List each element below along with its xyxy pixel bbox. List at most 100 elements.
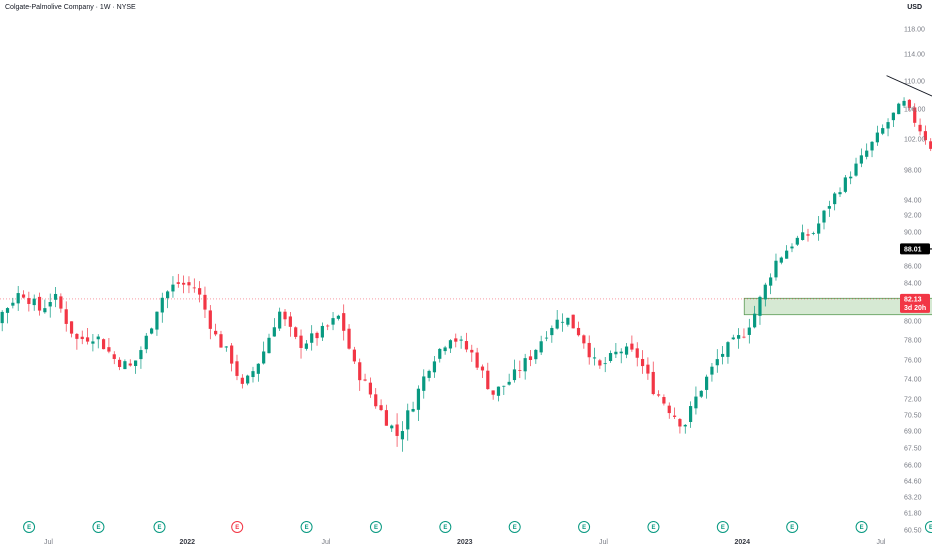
level-badge-bg [900, 243, 930, 255]
candle [849, 171, 853, 185]
candle [112, 351, 116, 365]
candle-body [182, 282, 186, 285]
candle [518, 360, 522, 379]
candle [75, 333, 79, 350]
candle [534, 348, 538, 364]
candle [192, 278, 196, 293]
candle-body [422, 376, 426, 391]
candle [342, 304, 346, 341]
candle [288, 312, 292, 337]
earnings-icon[interactable]: E [369, 521, 382, 533]
candle-body [198, 288, 202, 295]
y-tick-label: 78.00 [904, 338, 922, 345]
earnings-icon[interactable]: E [300, 521, 313, 533]
candle [512, 359, 517, 383]
candle [737, 328, 741, 349]
candle [630, 335, 634, 352]
candle-body [817, 223, 821, 234]
candle [53, 286, 58, 308]
candle-body [737, 335, 741, 339]
candle [667, 402, 671, 419]
candle-body [443, 347, 447, 352]
candle [240, 374, 244, 389]
earnings-icon[interactable]: E [786, 521, 799, 533]
candle [299, 329, 303, 359]
candle [875, 125, 879, 146]
level-badge: 88.01 [900, 243, 930, 255]
x-tick-label: 2024 [734, 539, 750, 546]
x-tick-label: Jul [877, 539, 886, 546]
candle-body [902, 100, 906, 106]
candle-body [21, 294, 26, 298]
candle-body [731, 337, 735, 340]
candle [390, 424, 394, 432]
earnings-letter: E [443, 525, 447, 531]
candle-body [464, 341, 469, 350]
candle-body [117, 359, 122, 368]
dividend-icon[interactable]: E [231, 521, 244, 533]
candle [352, 346, 356, 364]
candle [43, 299, 47, 314]
candle-body [827, 206, 831, 209]
candle-body [833, 193, 837, 205]
earnings-icon[interactable]: E [23, 521, 36, 533]
current-price-badge-bg [900, 293, 930, 313]
y-tick-label: 114.00 [904, 52, 925, 59]
currency-label: USD [907, 4, 922, 11]
candle [507, 373, 511, 386]
support-zone[interactable] [743, 297, 932, 316]
earnings-icon[interactable]: E [508, 521, 521, 533]
candle-body [208, 310, 212, 329]
candle-body [27, 298, 31, 304]
candle-body [523, 358, 527, 372]
current-price-badge: 82.13 3d 20h [900, 293, 930, 313]
earnings-icon[interactable]: E [647, 521, 660, 533]
candle [128, 359, 132, 367]
candle [139, 346, 143, 369]
earnings-icon[interactable]: E [924, 521, 932, 533]
level-badge-value: 88.01 [904, 246, 922, 253]
candle [753, 305, 757, 329]
candle [833, 191, 837, 211]
candle [688, 401, 693, 428]
earnings-icon[interactable]: E [153, 521, 166, 533]
candle [208, 305, 212, 340]
candle [566, 317, 570, 327]
candle-body [779, 257, 783, 263]
earnings-circle [647, 521, 660, 533]
candle-body [85, 337, 90, 342]
y-tick-label: 74.00 [904, 377, 922, 384]
candle [251, 366, 255, 383]
candle [502, 385, 506, 395]
earnings-icon[interactable]: E [855, 521, 868, 533]
earnings-letter: E [582, 525, 586, 531]
candle-body [758, 296, 762, 316]
earnings-icon[interactable]: E [439, 521, 452, 533]
candle [214, 323, 218, 337]
candle-body [448, 340, 453, 349]
candle [598, 358, 602, 369]
dividend-letter: E [235, 525, 239, 531]
earnings-icon[interactable]: E [578, 521, 591, 533]
candle-body [224, 346, 228, 348]
candle [101, 338, 106, 350]
candle-body [592, 357, 597, 359]
candle-body [881, 128, 885, 134]
candle [304, 339, 308, 351]
candle [486, 362, 490, 390]
candle-body [288, 316, 292, 327]
earnings-letter: E [513, 525, 517, 531]
candle [107, 337, 111, 354]
earnings-icon[interactable]: E [92, 521, 105, 533]
candle [913, 103, 917, 127]
candle [400, 421, 405, 452]
candle-body [582, 335, 586, 344]
candle-body [587, 342, 591, 358]
candle [230, 342, 234, 372]
earnings-icon[interactable]: E [716, 521, 729, 533]
candle [459, 335, 463, 349]
candle [790, 243, 794, 253]
candle [59, 293, 63, 313]
candle [603, 356, 607, 373]
